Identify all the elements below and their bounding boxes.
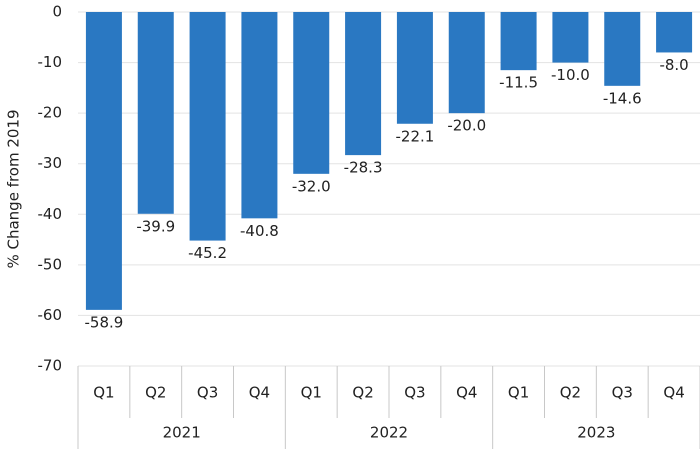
x-tick-label: Q4 — [249, 384, 270, 402]
y-tick-label: -40 — [38, 205, 63, 223]
x-tick-label: Q2 — [145, 384, 166, 402]
y-tick-label: -10 — [38, 53, 63, 71]
x-tick-label: Q4 — [663, 384, 684, 402]
y-tick-label: -70 — [38, 357, 63, 375]
data-label: -45.2 — [188, 244, 227, 262]
data-label: -28.3 — [344, 159, 383, 177]
x-tick-label: Q3 — [612, 384, 633, 402]
data-label: -20.0 — [447, 117, 486, 135]
x-tick-label: Q3 — [197, 384, 218, 402]
data-label: -58.9 — [85, 313, 124, 331]
y-tick-label: -30 — [38, 154, 63, 172]
x-tick-label: Q1 — [508, 384, 529, 402]
bar — [604, 12, 641, 86]
bar — [137, 12, 174, 214]
bar — [552, 12, 589, 63]
x-tick-label: Q1 — [93, 384, 114, 402]
x-tick-label: Q3 — [404, 384, 425, 402]
bar — [500, 12, 537, 71]
data-label: -40.8 — [240, 222, 279, 240]
group-label: 2023 — [577, 424, 615, 442]
x-tick-label: Q2 — [352, 384, 373, 402]
y-tick-label: 0 — [52, 3, 62, 21]
data-label: -22.1 — [396, 127, 435, 145]
x-tick-label: Q1 — [301, 384, 322, 402]
bar — [189, 12, 226, 241]
x-tick-label: Q4 — [456, 384, 477, 402]
bar — [656, 12, 693, 53]
data-label: -8.0 — [659, 56, 688, 74]
group-label: 2022 — [370, 424, 408, 442]
data-label: -11.5 — [499, 74, 538, 92]
x-tick-label: Q2 — [560, 384, 581, 402]
bar — [396, 12, 433, 124]
data-label: -14.6 — [603, 89, 642, 107]
bar — [85, 12, 122, 310]
group-label: 2021 — [163, 424, 201, 442]
y-tick-label: -60 — [38, 306, 63, 324]
data-label: -39.9 — [136, 217, 175, 235]
y-tick-label: -20 — [38, 104, 63, 122]
bar — [293, 12, 330, 174]
bar — [448, 12, 485, 114]
y-tick-label: -50 — [38, 255, 63, 273]
y-axis-title: % Change from 2019 — [5, 109, 23, 268]
bar — [241, 12, 278, 219]
bar — [345, 12, 382, 156]
data-label: -10.0 — [551, 66, 590, 84]
data-label: -32.0 — [292, 177, 331, 195]
